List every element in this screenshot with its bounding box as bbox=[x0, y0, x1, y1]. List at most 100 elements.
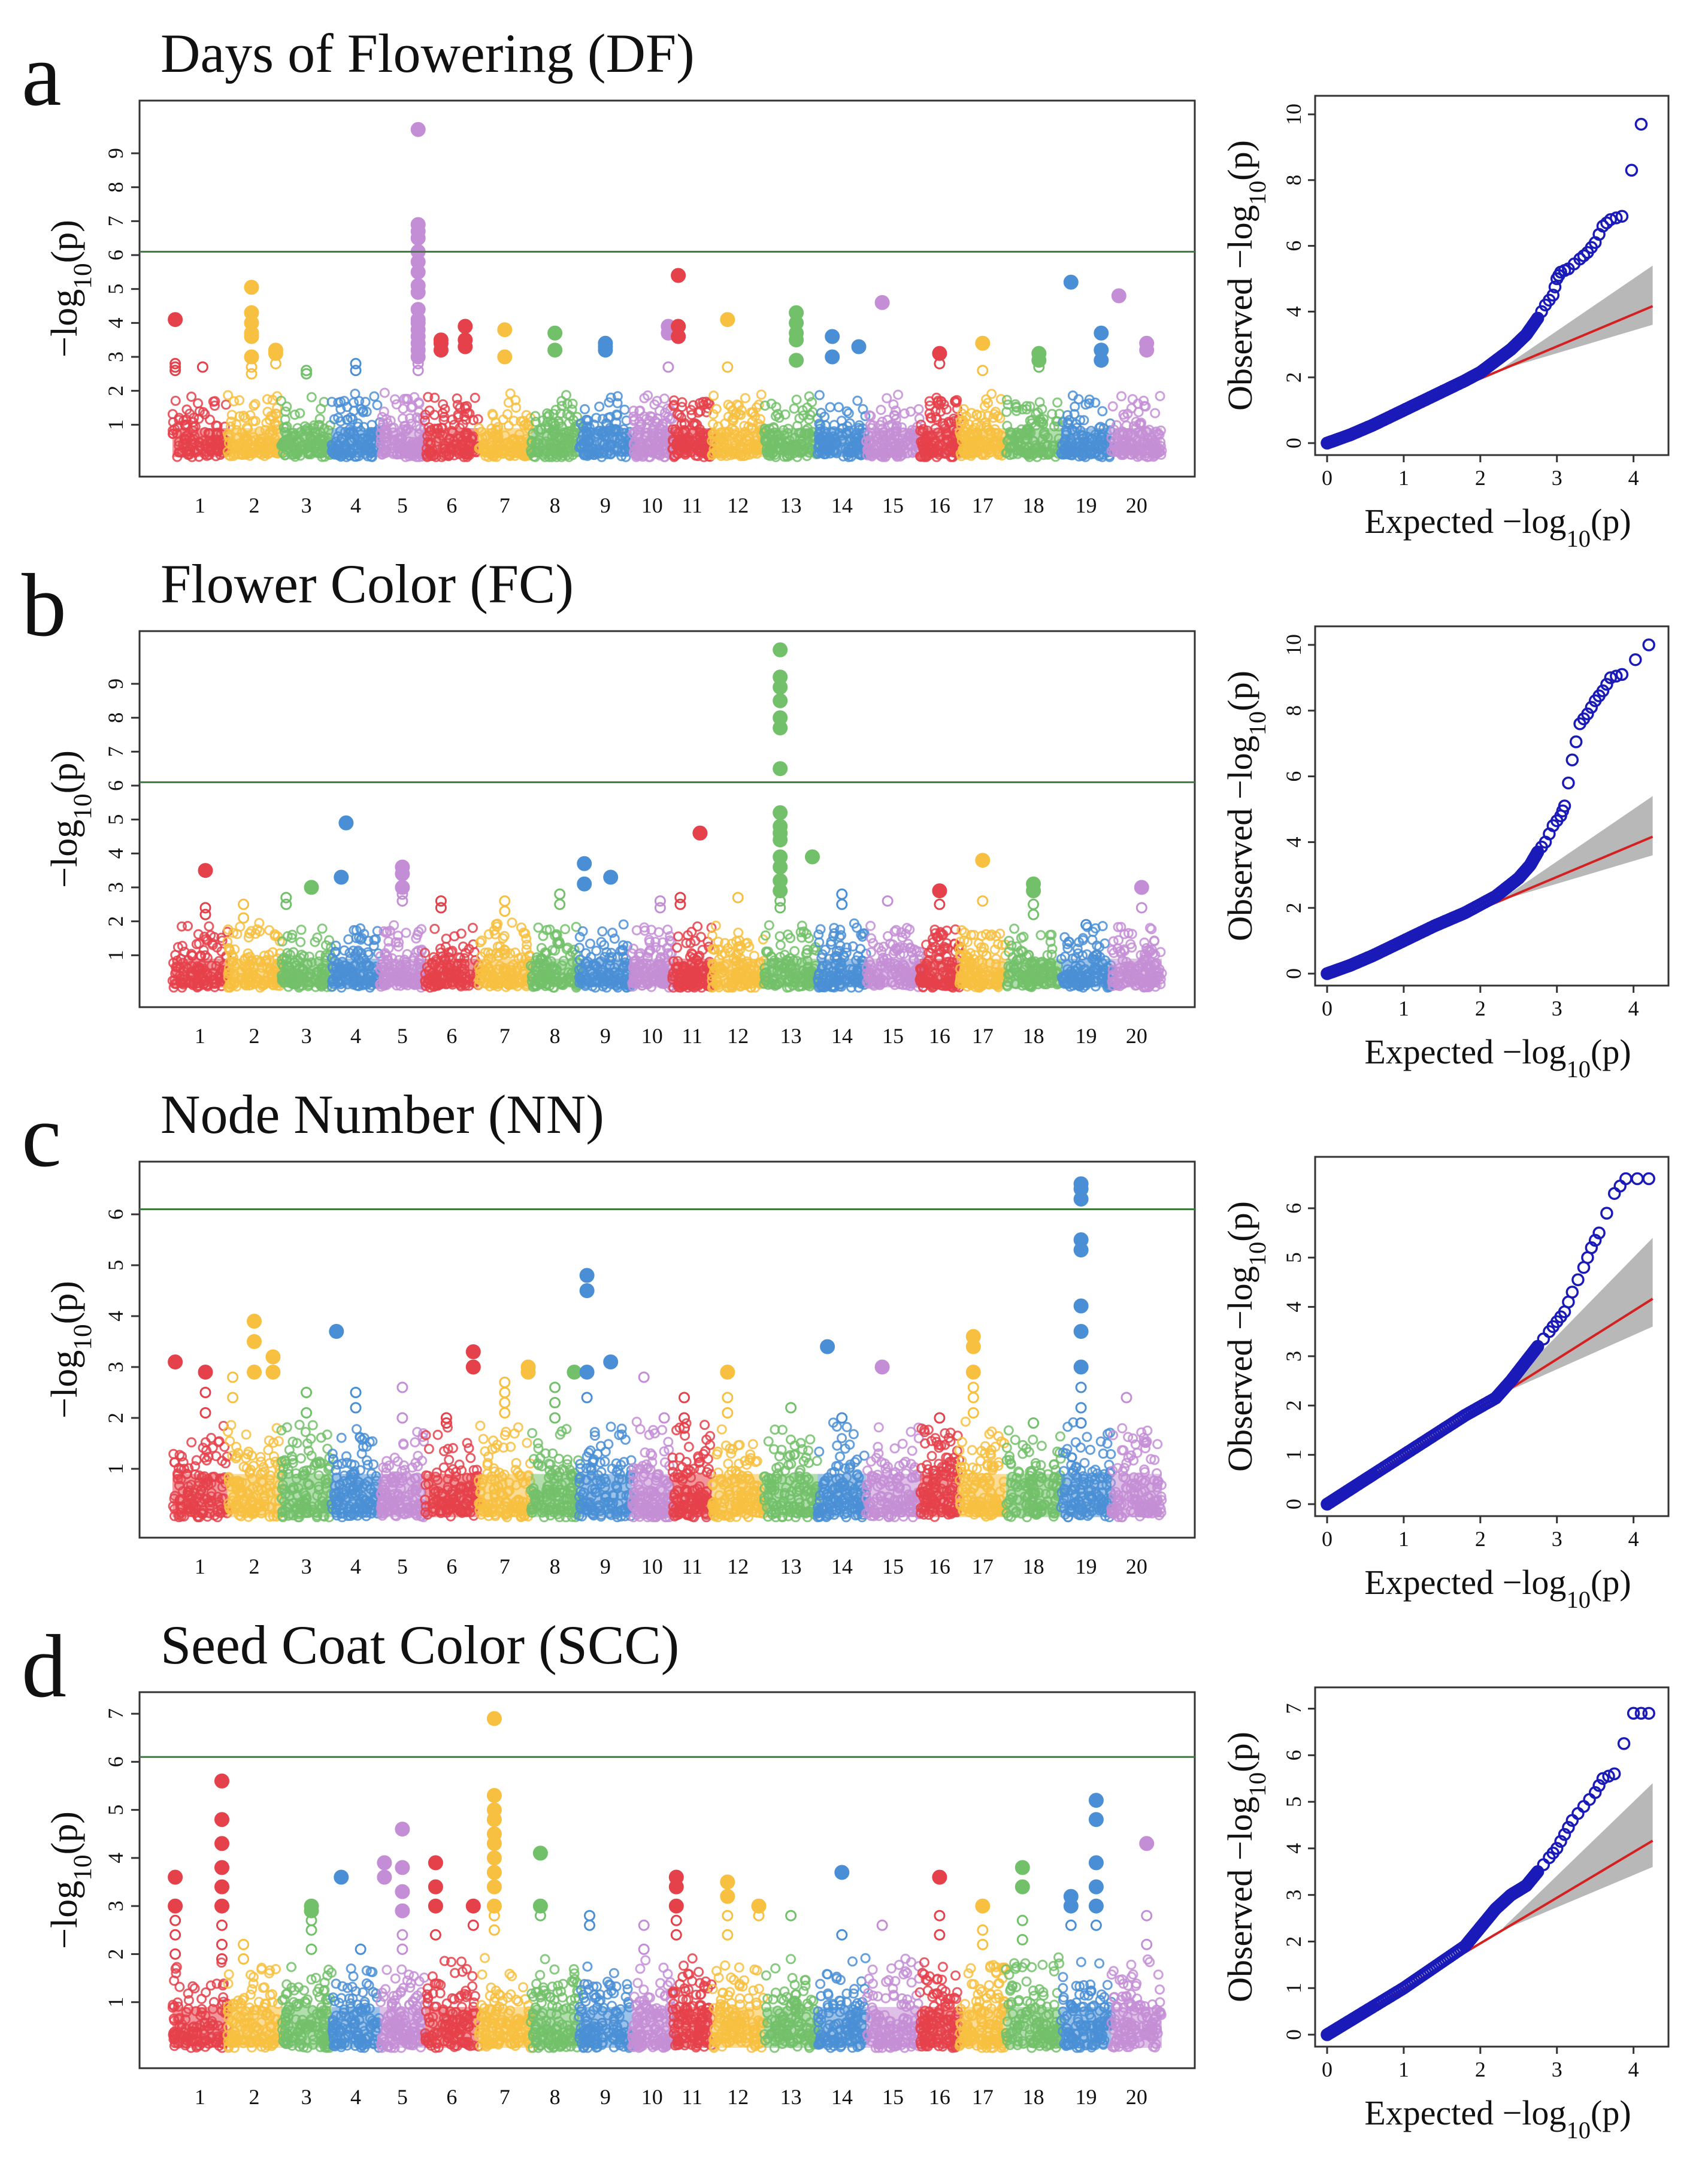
panel-letter: b bbox=[22, 556, 66, 655]
qq-x-tick-label: 0 bbox=[1322, 466, 1333, 490]
snp-point bbox=[774, 931, 785, 942]
snp-point bbox=[553, 416, 564, 426]
snp-point bbox=[561, 390, 571, 401]
snp-point bbox=[317, 923, 328, 934]
snp-point bbox=[825, 402, 835, 413]
snp-band bbox=[479, 428, 531, 457]
y-tick-label: 6 bbox=[104, 250, 128, 260]
y-tick-label: 8 bbox=[104, 713, 128, 723]
snp-band bbox=[672, 959, 712, 988]
snp-point bbox=[452, 399, 463, 410]
snp-point bbox=[1155, 391, 1165, 401]
chromosome-label: 13 bbox=[780, 493, 802, 517]
qq-y-tick-label: 0 bbox=[1282, 438, 1306, 448]
y-tick-label: 3 bbox=[104, 882, 128, 893]
snp-peak-point bbox=[662, 361, 674, 373]
snp-point bbox=[542, 411, 553, 422]
snp-peak-point bbox=[547, 325, 563, 341]
snp-point bbox=[390, 394, 400, 405]
snp-point bbox=[511, 402, 522, 413]
snp-point bbox=[335, 404, 346, 414]
snp-peak-point bbox=[458, 319, 473, 334]
chromosome-label: 2 bbox=[249, 1024, 260, 1048]
snp-point bbox=[1107, 401, 1118, 412]
snp-band bbox=[531, 959, 579, 988]
snp-peak-point bbox=[671, 268, 686, 283]
snp-point bbox=[168, 417, 178, 428]
snp-point bbox=[399, 393, 410, 404]
y-tick-label: 8 bbox=[104, 182, 128, 193]
snp-point bbox=[852, 395, 863, 406]
manhattan-y-label: −log10(p) bbox=[44, 220, 97, 357]
y-tick-label: 1 bbox=[104, 419, 128, 430]
snp-band bbox=[227, 428, 281, 457]
snp-point bbox=[238, 410, 249, 421]
snp-point bbox=[280, 414, 290, 425]
chromosome-label: 5 bbox=[397, 493, 408, 517]
snp-point bbox=[508, 416, 519, 426]
snp-point bbox=[470, 392, 480, 403]
snp-point bbox=[378, 407, 389, 417]
snp-band bbox=[531, 428, 579, 457]
snp-peak-point bbox=[458, 339, 473, 354]
chromosome-label: 14 bbox=[831, 493, 853, 517]
snp-peak-point bbox=[433, 343, 449, 358]
chromosome-label: 2 bbox=[249, 493, 260, 517]
chromosome-label: 6 bbox=[446, 1024, 457, 1048]
y-tick-label: 2 bbox=[104, 916, 128, 927]
snp-point bbox=[339, 396, 350, 407]
snp-point bbox=[193, 398, 203, 409]
snp-band bbox=[172, 428, 228, 457]
snp-band bbox=[425, 959, 479, 988]
snp-peak-point bbox=[1111, 288, 1126, 304]
snp-peak-point bbox=[412, 365, 424, 377]
qq-point bbox=[1634, 117, 1648, 131]
snp-point bbox=[223, 390, 234, 401]
panel-letter: a bbox=[22, 25, 62, 125]
chromosome-label: 19 bbox=[1076, 1024, 1097, 1048]
snp-point bbox=[181, 404, 192, 415]
snp-peak-point bbox=[410, 122, 426, 137]
chromosome-label: 9 bbox=[600, 1024, 611, 1048]
qq-y-tick-label: 8 bbox=[1282, 175, 1306, 186]
snp-point bbox=[815, 924, 826, 935]
snp-point bbox=[597, 926, 608, 936]
snp-point bbox=[580, 404, 590, 414]
snp-point bbox=[402, 393, 413, 404]
snp-point bbox=[358, 407, 368, 417]
snp-peak-point bbox=[410, 231, 426, 246]
chromosome-label: 12 bbox=[727, 493, 749, 517]
snp-point bbox=[438, 399, 449, 410]
snp-band bbox=[817, 428, 867, 457]
snp-point bbox=[631, 925, 642, 936]
snp-point bbox=[775, 939, 786, 950]
snp-point bbox=[893, 389, 904, 400]
snp-peak-point bbox=[1063, 274, 1079, 290]
manhattan-y-label: −log10(p) bbox=[44, 750, 97, 888]
y-tick-label: 7 bbox=[104, 216, 128, 226]
snp-band bbox=[631, 959, 673, 988]
y-tick-label: 3 bbox=[104, 351, 128, 362]
snp-band bbox=[1061, 428, 1112, 457]
snp-point bbox=[507, 917, 517, 928]
snp-band bbox=[631, 428, 673, 457]
snp-point bbox=[1052, 397, 1063, 408]
qq-y-tick-label: 2 bbox=[1282, 372, 1306, 383]
chromosome-label: 18 bbox=[1023, 1024, 1044, 1048]
chromosome-label: 7 bbox=[499, 1024, 510, 1048]
snp-point bbox=[350, 389, 361, 399]
snp-point bbox=[210, 396, 220, 407]
snp-peak-point bbox=[722, 361, 734, 373]
snp-peak-point bbox=[244, 329, 259, 344]
snp-background bbox=[167, 917, 1167, 993]
snp-point bbox=[234, 395, 245, 405]
snp-point bbox=[594, 401, 605, 412]
snp-band bbox=[331, 428, 380, 457]
chromosome-label: 4 bbox=[350, 1024, 361, 1048]
snp-point bbox=[234, 411, 245, 422]
snp-point bbox=[503, 397, 514, 408]
snp-point bbox=[708, 390, 719, 401]
snp-point bbox=[619, 404, 630, 415]
snp-peak-point bbox=[350, 365, 362, 377]
